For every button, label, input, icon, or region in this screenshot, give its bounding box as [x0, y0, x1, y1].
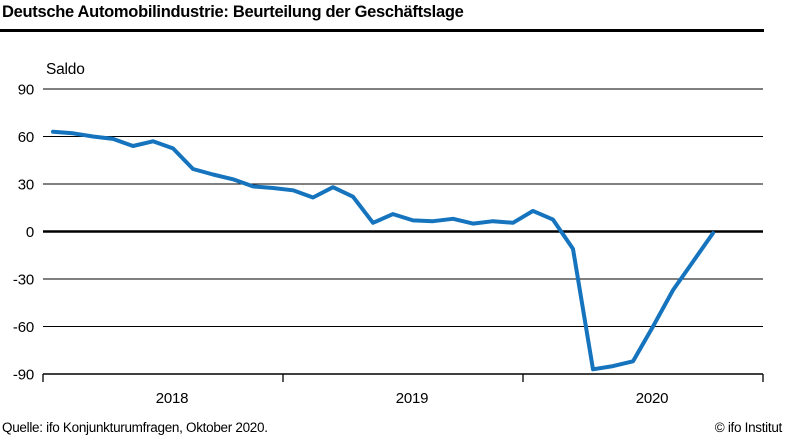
source-note: Quelle: ifo Konjunkturumfragen, Oktober … [2, 420, 268, 435]
x-axis-year-label: 2018 [156, 390, 189, 407]
y-axis-tick-label: 90 [18, 82, 34, 99]
data-line [51, 129, 715, 372]
y-axis-tick-label: -90 [13, 367, 34, 384]
x-axis-year-label: 2019 [396, 390, 429, 407]
y-axis-tick-label: 0 [26, 224, 34, 241]
title-divider [0, 29, 764, 32]
y-axis-tick-label: -60 [13, 319, 34, 336]
y-axis-tick-label: 30 [18, 177, 34, 194]
page-title: Deutsche Automobilindustrie: Beurteilung… [2, 3, 464, 21]
y-axis-tick-label: 60 [18, 129, 34, 146]
x-axis-year-label: 2020 [636, 390, 669, 407]
y-axis-tick-label: -30 [13, 272, 34, 289]
y-axis-title: Saldo [46, 61, 85, 78]
copyright-note: © ifo Institut [714, 420, 783, 435]
